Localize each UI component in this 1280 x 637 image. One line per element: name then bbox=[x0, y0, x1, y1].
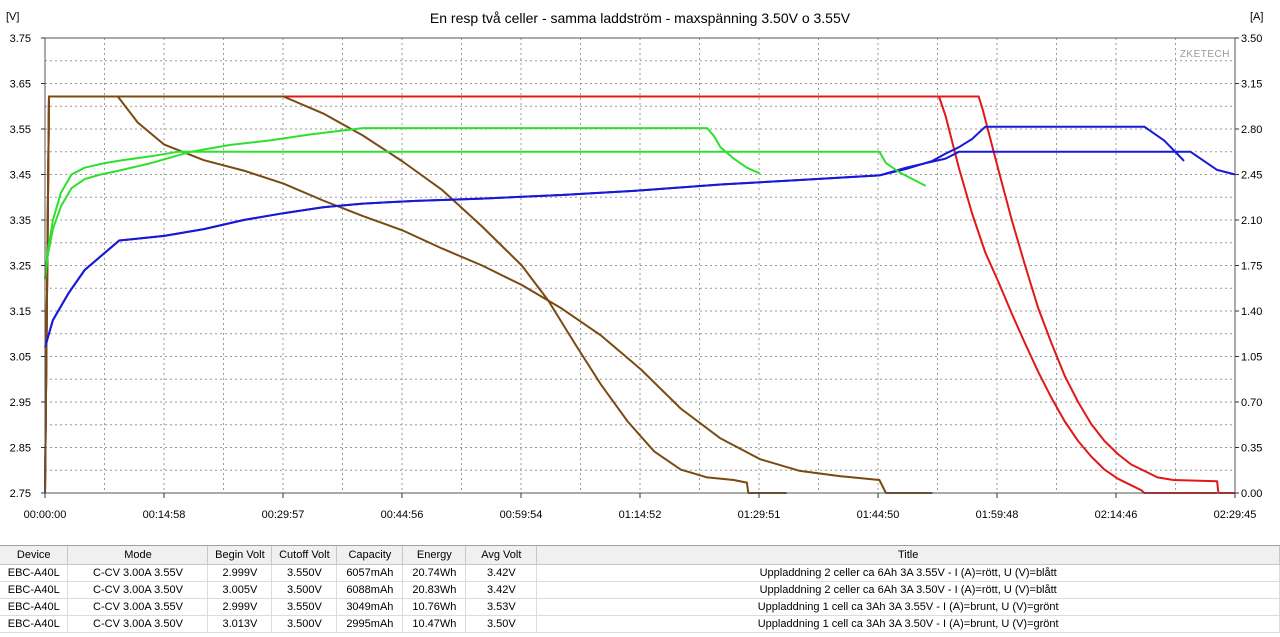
table-cell: 3.500V bbox=[271, 615, 338, 633]
y-right-tick-label: 0.35 bbox=[1241, 443, 1262, 455]
table-cell: C-CV 3.00A 3.50V bbox=[67, 615, 209, 633]
column-header[interactable]: Energy bbox=[402, 546, 467, 565]
watermark: ZKETECH bbox=[1180, 49, 1230, 60]
y-right-tick-label: 0.70 bbox=[1241, 397, 1262, 409]
table-cell: EBC-A40L bbox=[0, 564, 69, 582]
table-cell: 2.999V bbox=[207, 564, 273, 582]
table-cell: 3.550V bbox=[271, 564, 338, 582]
table-cell: 3.53V bbox=[465, 598, 538, 616]
table-cell: C-CV 3.00A 3.55V bbox=[67, 598, 209, 616]
table-row[interactable]: EBC-A40L C-CV 3.00A 3.55V 2.999V 3.550V 6057… bbox=[0, 564, 1280, 582]
table-body: EBC-A40L C-CV 3.00A 3.55V 2.999V 3.550V 6057… bbox=[0, 564, 1280, 633]
x-tick-label: 02:29:45 bbox=[1214, 509, 1257, 521]
series-line-7 bbox=[44, 127, 761, 280]
table-cell: C-CV 3.00A 3.55V bbox=[67, 564, 209, 582]
table-cell: 2.999V bbox=[207, 598, 273, 616]
y-left-tick-label: 3.15 bbox=[10, 306, 31, 318]
table-cell: 3.013V bbox=[207, 615, 273, 633]
y-right-tick-label: 1.40 bbox=[1241, 306, 1262, 318]
table-cell: 3.005V bbox=[207, 581, 273, 599]
y-right-tick-label: 3.15 bbox=[1241, 79, 1262, 91]
chart-area: 3.75 3.65 3.55 3.45 3.35 3.25 3.15 3.05 2.95 2.85… bbox=[6, 10, 1263, 521]
table-cell: 6088mAh bbox=[336, 581, 404, 599]
y-left-tick-label: 3.25 bbox=[10, 261, 31, 273]
y-right-tick-label: 2.80 bbox=[1241, 124, 1262, 136]
table-cell: 3.42V bbox=[465, 581, 538, 599]
table-cell: 10.47Wh bbox=[402, 615, 467, 633]
table-cell: EBC-A40L bbox=[0, 581, 69, 599]
table-cell: Uppladdning 1 cell ca 3Ah 3A 3.50V - I (… bbox=[536, 615, 1280, 633]
y-left-tick-label: 3.65 bbox=[10, 79, 31, 91]
x-tick-label: 02:14:46 bbox=[1095, 509, 1138, 521]
series-line-6 bbox=[44, 150, 1236, 348]
y-left-tick-label: 3.35 bbox=[10, 215, 31, 227]
chart-title: En resp två celler - samma laddström - m… bbox=[430, 10, 851, 26]
table-cell: Uppladdning 2 celler ca 6Ah 3A 3.55V - I… bbox=[536, 564, 1280, 582]
column-header[interactable]: Cutoff Volt bbox=[271, 546, 338, 565]
x-tick-label: 01:29:51 bbox=[738, 509, 781, 521]
table-cell: EBC-A40L bbox=[0, 598, 69, 616]
y-right-tick-label: 2.10 bbox=[1241, 215, 1262, 227]
y-left-tick-label: 3.75 bbox=[10, 33, 31, 45]
table-cell: C-CV 3.00A 3.50V bbox=[67, 581, 209, 599]
series-line-8 bbox=[44, 150, 927, 280]
results-table: Device Mode Begin Volt Cutoff Volt Capacity E… bbox=[0, 546, 1280, 633]
table-cell: Uppladdning 2 celler ca 6Ah 3A 3.50V - I… bbox=[536, 581, 1280, 599]
y-left-tick-label: 3.05 bbox=[10, 352, 31, 364]
y-left-tick-label: 3.55 bbox=[10, 124, 31, 136]
table-cell: 20.83Wh bbox=[402, 581, 467, 599]
chart-svg: 3.75 3.65 3.55 3.45 3.35 3.25 3.15 3.05 2.95 2.85… bbox=[6, 10, 1263, 521]
table-row[interactable]: EBC-A40L C-CV 3.00A 3.55V 2.999V 3.550V 3049… bbox=[0, 598, 1280, 616]
table-cell: 3.50V bbox=[465, 615, 538, 633]
series-line-1 bbox=[44, 95, 1218, 494]
x-tick-label: 00:44:56 bbox=[381, 509, 424, 521]
x-tick-label: 00:59:54 bbox=[500, 509, 543, 521]
table-cell: 3.500V bbox=[271, 581, 338, 599]
series-line-4 bbox=[44, 95, 933, 494]
y-left-unit: [V] bbox=[6, 11, 19, 23]
column-header[interactable]: Device bbox=[0, 546, 69, 565]
y-left-tick-label: 3.45 bbox=[10, 170, 31, 182]
column-header[interactable]: Mode bbox=[67, 546, 209, 565]
table-cell: 20.74Wh bbox=[402, 564, 467, 582]
y-right-tick-label: 3.50 bbox=[1241, 33, 1262, 45]
x-tick-label: 01:59:48 bbox=[976, 509, 1019, 521]
y-right-unit: [A] bbox=[1250, 11, 1263, 23]
table-cell: 3.42V bbox=[465, 564, 538, 582]
x-tick-label: 01:44:50 bbox=[857, 509, 900, 521]
y-right-tick-label: 0.00 bbox=[1241, 488, 1262, 500]
table-cell: Uppladdning 1 cell ca 3Ah 3A 3.55V - I (… bbox=[536, 598, 1280, 616]
y-left-tick-label: 2.75 bbox=[10, 488, 31, 500]
column-header[interactable]: Avg Volt bbox=[465, 546, 538, 565]
table-cell: 3.550V bbox=[271, 598, 338, 616]
y-right-tick-label: 1.05 bbox=[1241, 352, 1262, 364]
x-tick-label: 00:14:58 bbox=[143, 509, 186, 521]
table-row[interactable]: EBC-A40L C-CV 3.00A 3.50V 3.005V 3.500V 6088… bbox=[0, 581, 1280, 599]
x-tick-label: 00:29:57 bbox=[262, 509, 305, 521]
table-cell: 3049mAh bbox=[336, 598, 404, 616]
table-cell: 6057mAh bbox=[336, 564, 404, 582]
x-tick-label: 00:00:00 bbox=[24, 509, 67, 521]
test-results-table: Device Mode Begin Volt Cutoff Volt Capacity E… bbox=[0, 545, 1280, 637]
column-header[interactable]: Title bbox=[536, 546, 1280, 565]
table-cell: EBC-A40L bbox=[0, 615, 69, 633]
table-header-row: Device Mode Begin Volt Cutoff Volt Capacity E… bbox=[0, 546, 1280, 565]
y-right-tick-label: 2.45 bbox=[1241, 170, 1262, 182]
table-row[interactable]: EBC-A40L C-CV 3.00A 3.50V 3.013V 3.500V 2995… bbox=[0, 615, 1280, 633]
column-header[interactable]: Capacity bbox=[336, 546, 404, 565]
y-right-tick-label: 1.75 bbox=[1241, 261, 1262, 273]
table-cell: 2995mAh bbox=[336, 615, 404, 633]
x-tick-label: 01:14:52 bbox=[619, 509, 662, 521]
series-line-2 bbox=[44, 95, 1235, 494]
table-cell: 10.76Wh bbox=[402, 598, 467, 616]
y-left-tick-label: 2.95 bbox=[10, 397, 31, 409]
y-left-tick-label: 2.85 bbox=[10, 443, 31, 455]
column-header[interactable]: Begin Volt bbox=[207, 546, 273, 565]
